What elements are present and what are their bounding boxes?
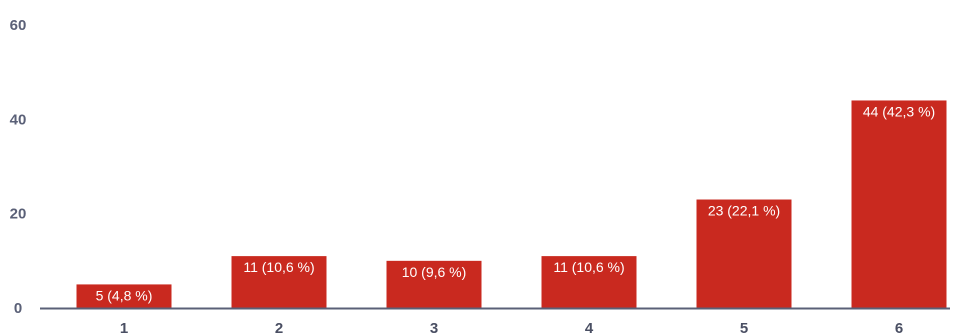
bar <box>541 256 637 308</box>
bar-data-label: 10 (9,6 %) <box>402 264 467 280</box>
y-axis-ticks: 0 20 40 60 <box>10 17 27 317</box>
bar-data-labels: 5 (4,8 %) 11 (10,6 %) 10 (9,6 %) 11 (10,6 %… <box>96 103 936 303</box>
x-tick-label: 2 <box>275 320 283 335</box>
y-tick-label: 60 <box>10 17 27 34</box>
y-tick-label: 0 <box>14 300 22 317</box>
bars <box>76 100 947 308</box>
y-tick-label: 20 <box>10 206 27 223</box>
bar-data-label: 23 (22,1 %) <box>708 203 780 219</box>
x-tick-label: 6 <box>895 320 903 335</box>
x-tick-label: 1 <box>120 320 128 335</box>
bar-data-label: 11 (10,6 %) <box>243 259 314 275</box>
x-tick-label: 5 <box>740 320 748 335</box>
bar <box>851 100 947 308</box>
x-tick-label: 3 <box>430 320 438 335</box>
bar <box>696 199 792 308</box>
y-tick-label: 40 <box>10 111 27 128</box>
x-tick-label: 4 <box>585 320 594 335</box>
bar-data-label: 5 (4,8 %) <box>96 287 153 303</box>
bar <box>231 256 327 308</box>
x-axis-ticks: 1 2 3 4 5 6 <box>40 307 950 335</box>
bar-data-label: 11 (10,6 %) <box>553 259 624 275</box>
bar <box>386 260 482 308</box>
bar-data-label: 44 (42,3 %) <box>863 103 935 119</box>
bar <box>76 284 172 308</box>
